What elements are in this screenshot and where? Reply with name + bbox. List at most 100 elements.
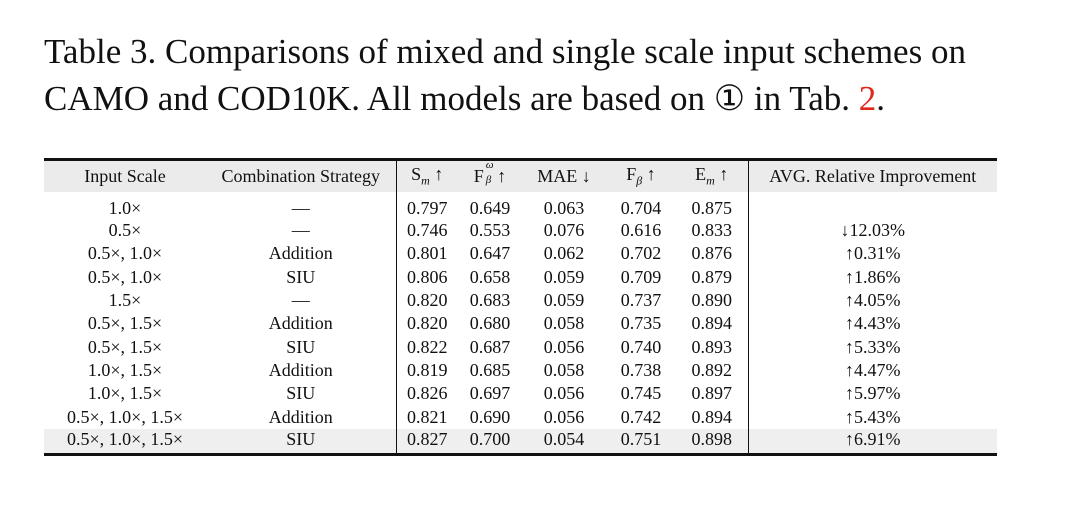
cell-input-scale: 1.0× xyxy=(108,198,142,218)
caption-table-reference[interactable]: 2 xyxy=(858,79,877,118)
cell-mae: 0.062 xyxy=(543,243,585,264)
cell-fw: 0.687 xyxy=(469,336,511,357)
cell-avg-improvement: ↑4.47% xyxy=(845,359,901,380)
cell-input-scale: 0.5×, 1.0×, 1.5× xyxy=(67,428,183,449)
cell-avg-improvement: ↑6.91% xyxy=(845,428,901,449)
cell-mae: 0.059 xyxy=(543,266,585,287)
cell-avg-improvement: ↑4.05% xyxy=(845,290,901,311)
cell-combination-strategy: Addition xyxy=(206,312,397,336)
cell-input-scale: 0.5×, 1.0×, 1.5× xyxy=(67,406,183,427)
cell-combination-strategy: — xyxy=(206,288,397,313)
cell-mae: 0.056 xyxy=(543,406,585,427)
table-row: 0.5×, 1.5× Addition 0.820 0.680 0.058 0.735 0.… xyxy=(44,312,997,336)
cell-input-scale: 1.5× xyxy=(108,290,142,311)
cell-combination-strategy: Addition xyxy=(206,358,397,383)
cell-fw: 0.697 xyxy=(469,383,511,404)
header-input-scale: Input Scale xyxy=(84,166,166,186)
cell-fb: 0.702 xyxy=(620,243,662,264)
cell-fw: 0.683 xyxy=(469,290,511,311)
table-row: 0.5×, 1.0×, 1.5× SIU 0.827 0.700 0.054 0.751 0… xyxy=(44,428,997,453)
cell-mae: 0.056 xyxy=(543,336,585,357)
cell-avg-improvement: ↑5.97% xyxy=(845,383,901,404)
cell-fw: 0.700 xyxy=(469,428,511,449)
cell-em: 0.833 xyxy=(676,219,749,243)
header-sm: Sm ↑ xyxy=(411,164,444,188)
cell-em: 0.898 xyxy=(676,428,749,453)
cell-fb: 0.704 xyxy=(620,198,662,218)
cell-em: 0.879 xyxy=(676,265,749,289)
cell-em: 0.890 xyxy=(676,288,749,313)
table-caption: Table 3. Comparisons of mixed and single… xyxy=(44,28,1044,122)
cell-fb: 0.709 xyxy=(620,266,662,287)
caption-end: . xyxy=(876,79,885,118)
cell-fw: 0.553 xyxy=(469,220,511,241)
table-row: 0.5×, 1.0× Addition 0.801 0.647 0.062 0.702 0.… xyxy=(44,242,997,266)
cell-sm: 0.806 xyxy=(407,266,448,287)
cell-sm: 0.827 xyxy=(407,428,448,449)
cell-input-scale: 0.5× xyxy=(108,220,142,241)
header-fb: Fβ ↑ xyxy=(626,164,656,188)
table-row: 1.0×, 1.5× Addition 0.819 0.685 0.058 0.738 0.… xyxy=(44,358,997,383)
cell-fw: 0.680 xyxy=(469,313,511,334)
cell-sm: 0.820 xyxy=(407,313,448,334)
cell-input-scale: 1.0×, 1.5× xyxy=(87,359,163,380)
cell-input-scale: 0.5×, 1.5× xyxy=(87,313,163,334)
cell-avg-improvement: ↑0.31% xyxy=(845,243,901,264)
cell-input-scale: 0.5×, 1.0× xyxy=(87,243,163,264)
table-row: 0.5× — 0.746 0.553 0.076 0.616 0.833 ↓12.03% xyxy=(44,219,997,243)
cell-fw: 0.647 xyxy=(469,243,511,264)
cell-fb: 0.738 xyxy=(620,359,662,380)
cell-input-scale: 1.0×, 1.5× xyxy=(87,383,163,404)
cell-fw: 0.658 xyxy=(469,266,511,287)
header-combination-strategy: Combination Strategy xyxy=(206,161,397,192)
cell-combination-strategy: — xyxy=(206,219,397,243)
cell-avg-improvement: ↓12.03% xyxy=(840,220,906,241)
table-row: 1.0× — 0.797 0.649 0.063 0.704 0.875 xyxy=(44,192,997,219)
cell-sm: 0.821 xyxy=(407,406,448,427)
cell-mae: 0.058 xyxy=(543,359,585,380)
cell-fw: 0.649 xyxy=(469,198,511,218)
cell-mae: 0.056 xyxy=(543,383,585,404)
cell-input-scale: 0.5×, 1.5× xyxy=(87,336,163,357)
cell-combination-strategy: Addition xyxy=(206,242,397,266)
header-avg-improvement: AVG. Relative Improvement xyxy=(769,166,977,186)
cell-sm: 0.801 xyxy=(407,243,448,264)
cell-combination-strategy: — xyxy=(206,192,397,219)
cell-sm: 0.826 xyxy=(407,383,448,404)
table-row: 1.0×, 1.5× SIU 0.826 0.697 0.056 0.745 0.897 ↑5… xyxy=(44,382,997,406)
table-row: 0.5×, 1.0× SIU 0.806 0.658 0.059 0.709 0.879 ↑1… xyxy=(44,265,997,289)
cell-sm: 0.819 xyxy=(407,359,448,380)
cell-combination-strategy: SIU xyxy=(206,382,397,406)
cell-em: 0.876 xyxy=(676,242,749,266)
cell-mae: 0.076 xyxy=(543,220,585,241)
cell-sm: 0.822 xyxy=(407,336,448,357)
cell-em: 0.897 xyxy=(676,382,749,406)
cell-mae: 0.058 xyxy=(543,313,585,334)
cell-sm: 0.797 xyxy=(407,198,448,218)
cell-fb: 0.735 xyxy=(620,313,662,334)
cell-mae: 0.054 xyxy=(543,428,585,449)
cell-avg-improvement: ↑5.43% xyxy=(845,406,901,427)
cell-avg-improvement xyxy=(748,192,997,219)
cell-em: 0.875 xyxy=(676,192,749,219)
cell-fb: 0.751 xyxy=(620,428,662,449)
cell-combination-strategy: SIU xyxy=(206,335,397,359)
cell-sm: 0.746 xyxy=(407,220,448,241)
cell-em: 0.893 xyxy=(676,335,749,359)
cell-combination-strategy: Addition xyxy=(206,405,397,429)
cell-avg-improvement: ↑5.33% xyxy=(845,336,901,357)
table-row: 1.5× — 0.820 0.683 0.059 0.737 0.890 ↑4.05% xyxy=(44,288,997,313)
cell-mae: 0.059 xyxy=(543,290,585,311)
top-rule xyxy=(44,158,997,161)
cell-fw: 0.685 xyxy=(469,359,511,380)
cell-sm: 0.820 xyxy=(407,290,448,311)
header-em: Em ↑ xyxy=(676,161,749,192)
cell-combination-strategy: SIU xyxy=(206,265,397,289)
bottom-rule xyxy=(44,452,997,456)
table-row: 0.5×, 1.0×, 1.5× Addition 0.821 0.690 0.056 0… xyxy=(44,405,997,429)
cell-avg-improvement: ↑4.43% xyxy=(845,313,901,334)
header-mae: MAE ↓ xyxy=(537,166,591,186)
